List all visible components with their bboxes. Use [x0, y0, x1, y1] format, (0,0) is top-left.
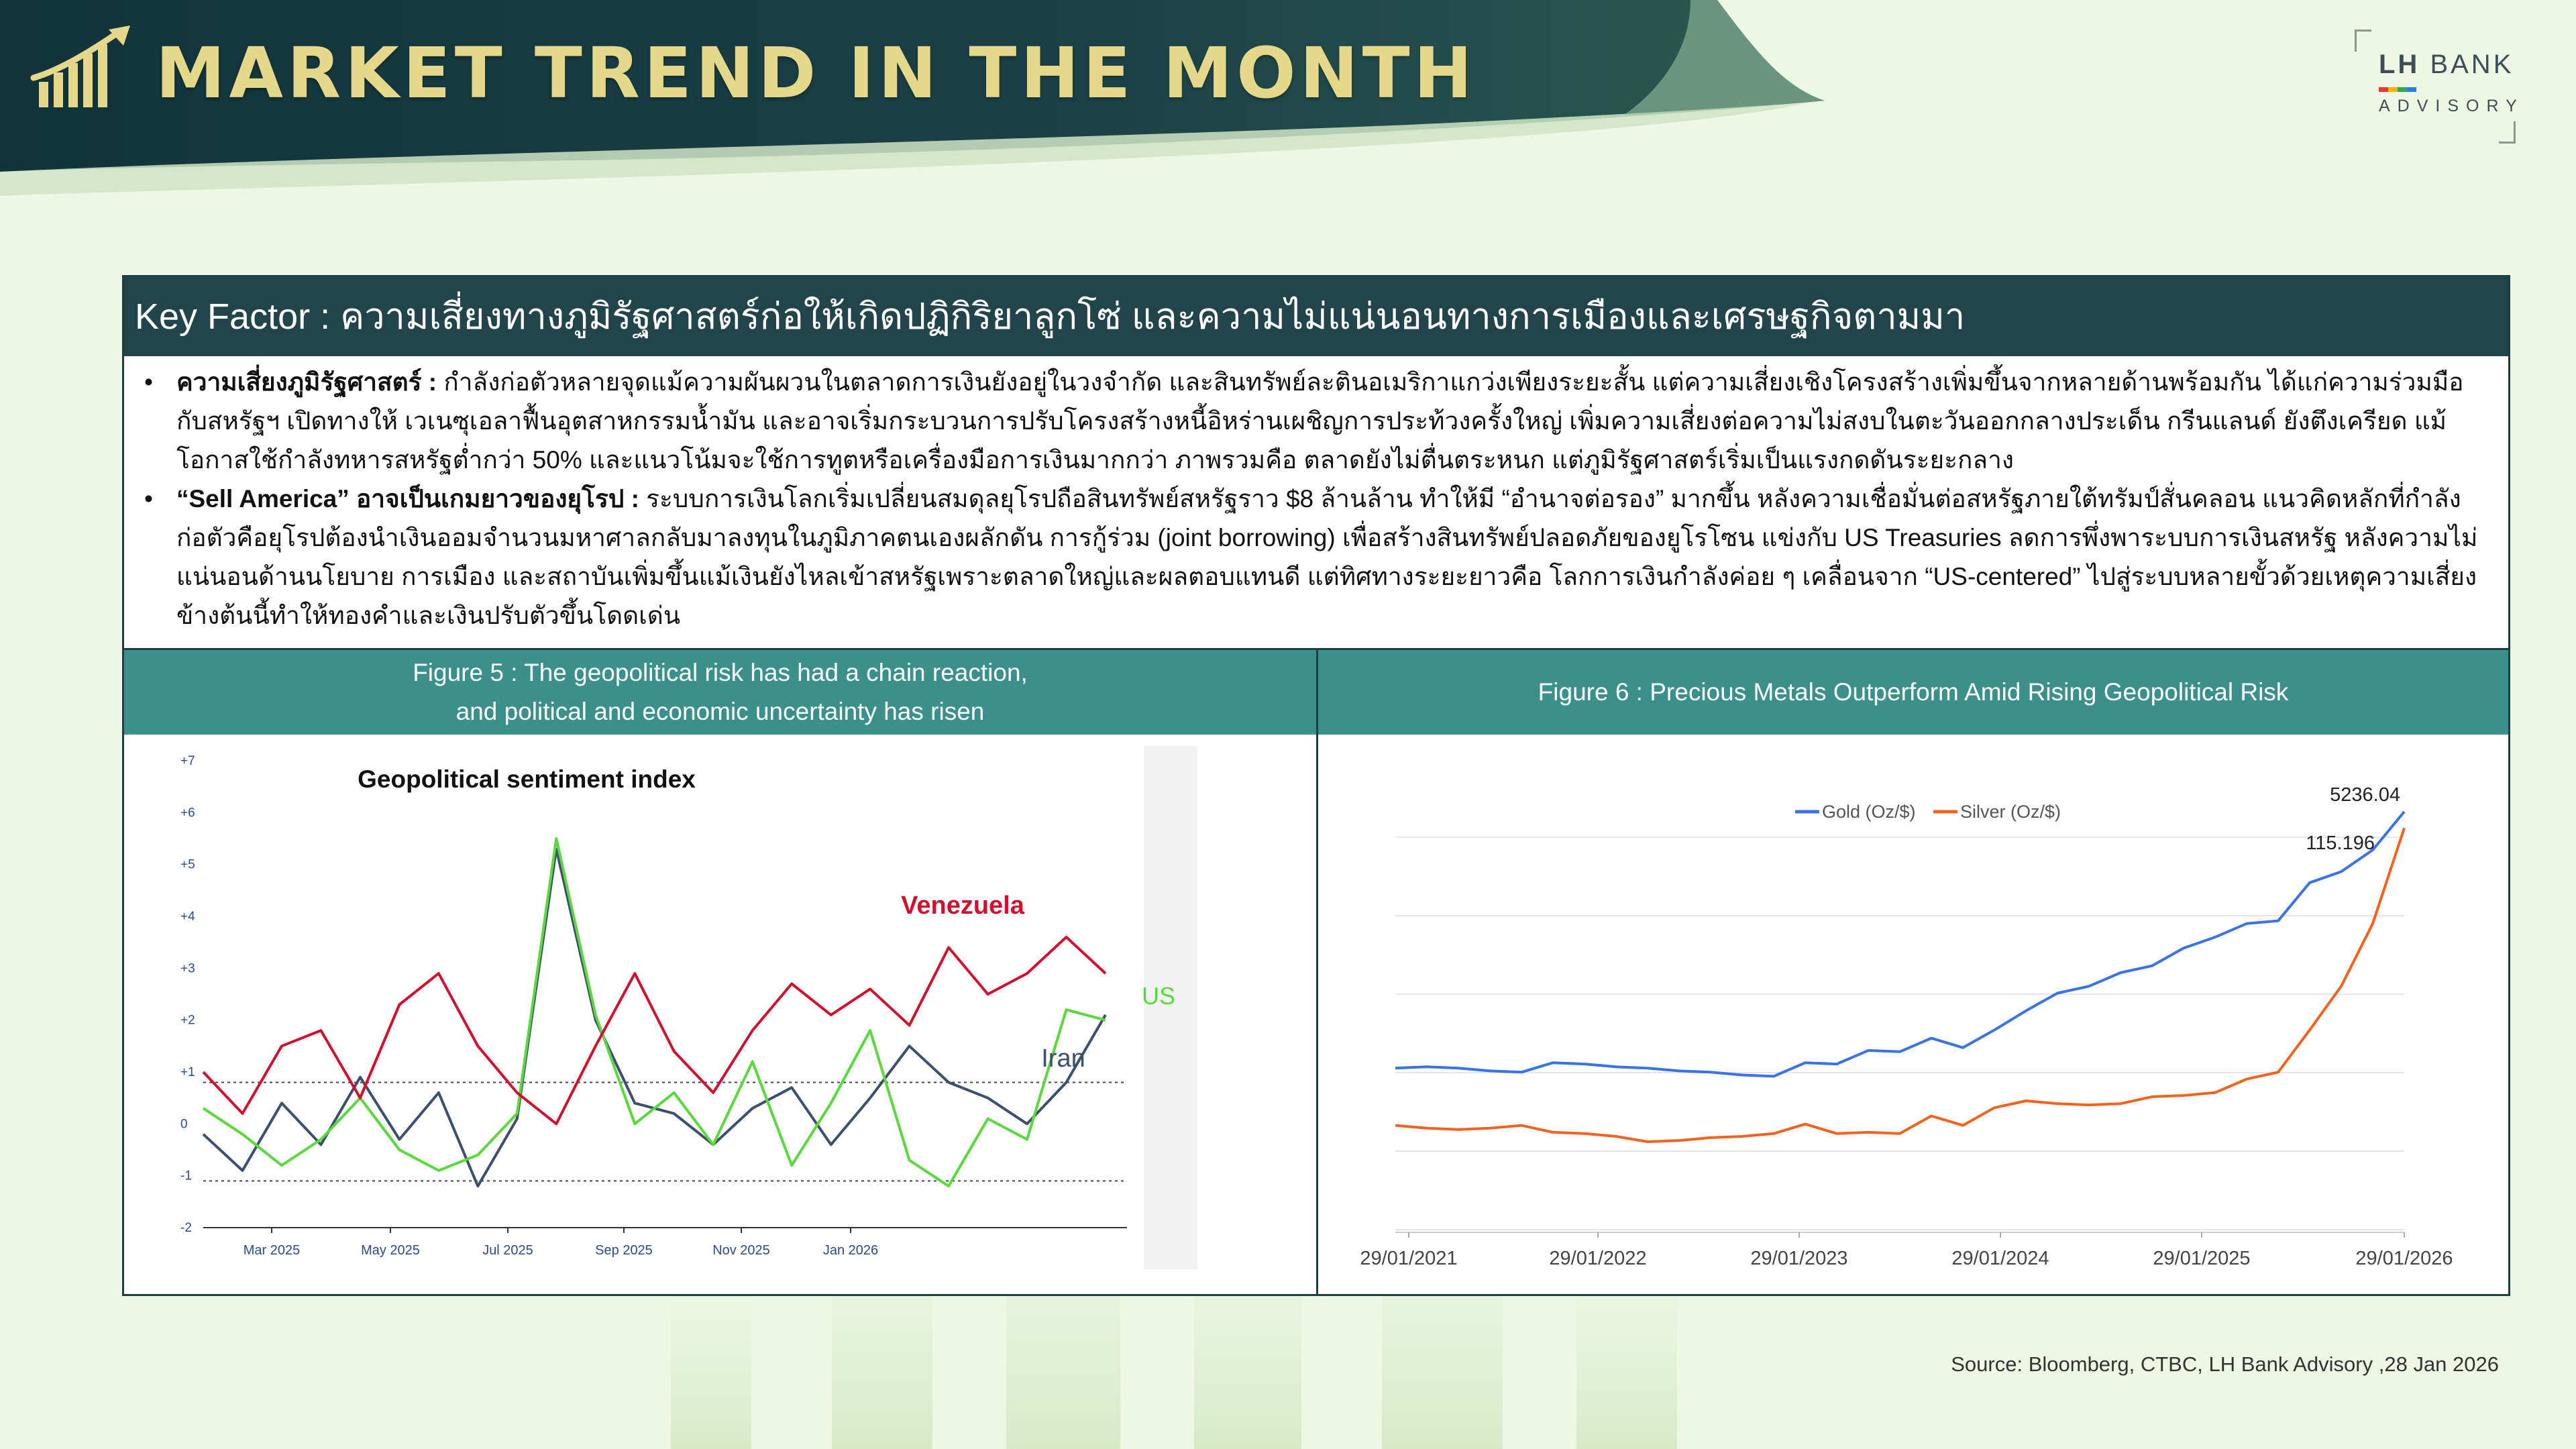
- chart6-x-tick: 29/01/2025: [2153, 1248, 2250, 1269]
- brand-name: LH BANK: [2379, 50, 2514, 80]
- chart5-x-tick: Nov 2025: [712, 1243, 770, 1258]
- brand-color-bar: [2379, 87, 2416, 92]
- bullet-heading: ความเสี่ยงภูมิรัฐศาสตร์ :: [176, 368, 437, 396]
- bullet-item: • “Sell America” อาจเป็นเกมยาวของยุโรป : …: [136, 480, 2491, 635]
- chart6-legend-label: Gold (Oz/$): [1822, 802, 1916, 822]
- chart5-y-tick: +1: [180, 1065, 195, 1079]
- chart6-x-tick: 29/01/2024: [1951, 1248, 2049, 1269]
- chart6-x-tick: 29/01/2023: [1750, 1248, 1847, 1269]
- figure5-header: Figure 5 : The geopolitical risk has had…: [124, 650, 1316, 735]
- chart5-y-tick: -1: [180, 1169, 192, 1183]
- chart5-series-label: US: [1142, 982, 1175, 1010]
- chart5-side-panel: [1144, 746, 1197, 1269]
- chart5-y-tick: +2: [180, 1014, 195, 1028]
- chart5-series-label: Iran: [1041, 1044, 1085, 1073]
- chart6-series-line-gold: [1395, 810, 2406, 1078]
- precious-metals-chart: Gold (Oz/$) Silver (Oz/$) 29/01/2021 29/01/…: [1360, 784, 2453, 1269]
- chart6-series-line-silver: [1395, 827, 2406, 1143]
- figure5-title-line2: and political and economic uncertainty h…: [455, 698, 985, 725]
- chart6-end-label-gold: 5236.04: [2330, 784, 2400, 806]
- logo-corner-bottom: [2499, 121, 2516, 144]
- chart5-series-line-venezuela: [202, 935, 1107, 1126]
- chart5-title: Geopolitical sentiment index: [358, 765, 696, 793]
- chart6-legend-label: Silver (Oz/$): [1960, 802, 2061, 822]
- bullet-text: ระบบการเงินโลกเริ่มเปลี่ยนสมดุลยุโรปถือส…: [176, 485, 2478, 629]
- chart5-x-tick: Jul 2025: [482, 1243, 533, 1258]
- figure-divider: [1316, 650, 1318, 1294]
- key-factor-bullets: • ความเสี่ยงภูมิรัฐศาสตร์ : กำลังก่อตัวหล…: [136, 363, 2491, 635]
- chart6-x-tick: 29/01/2026: [2355, 1248, 2453, 1269]
- chart5-x-tick: Sep 2025: [595, 1243, 653, 1258]
- trend-chart-icon: [30, 25, 130, 107]
- chart6-x-tick: 29/01/2022: [1549, 1248, 1646, 1269]
- section-divider: [124, 648, 2508, 650]
- brand-name-rest: BANK: [2420, 50, 2514, 79]
- chart6-x-tick: 29/01/2021: [1360, 1248, 1457, 1269]
- chart5-background: [178, 746, 1197, 1269]
- chart5-y-tick: -2: [180, 1221, 192, 1235]
- chart5-y-tick: 0: [180, 1117, 188, 1131]
- chart5-x-tick: Jan 2026: [823, 1243, 878, 1258]
- chart5-y-tick: +6: [180, 806, 195, 820]
- key-factor-title: Key Factor : ความเสี่ยงทางภูมิรัฐศาสตร์ก…: [124, 277, 2508, 356]
- chart5-y-tick: +3: [180, 961, 195, 975]
- logo-corner-top: [2355, 30, 2371, 52]
- chart5-x-tick: Mar 2025: [244, 1243, 301, 1258]
- bullet-dot: •: [144, 485, 153, 513]
- page-title: MARKET TREND IN THE MONTH: [156, 32, 1477, 114]
- figure6-title: Figure 6 : Precious Metals Outperform Am…: [1538, 678, 2289, 706]
- bullet-dot: •: [144, 368, 153, 396]
- chart5-series-line-us: [202, 837, 1106, 1188]
- figure5-title-line1: Figure 5 : The geopolitical risk has had…: [413, 659, 1028, 686]
- figure6-header: Figure 6 : Precious Metals Outperform Am…: [1318, 650, 2508, 735]
- chart6-end-label-silver: 115.196: [2306, 833, 2375, 854]
- chart5-y-tick: +5: [180, 858, 195, 872]
- chart5-y-tick: +4: [180, 910, 195, 924]
- source-note: Source: Bloomberg, CTBC, LH Bank Advisor…: [1951, 1352, 2499, 1376]
- bullet-heading: “Sell America” อาจเป็นเกมยาวของยุโรป :: [176, 485, 639, 513]
- geopolitical-sentiment-chart: Geopolitical sentiment index +7 +6 +5 +4 +3 +2…: [178, 746, 1197, 1269]
- brand-subtitle: ADVISORY: [2379, 97, 2524, 115]
- chart5-y-tick: +7: [180, 754, 195, 768]
- bullet-item: • ความเสี่ยงภูมิรัฐศาสตร์ : กำลังก่อตัวหล…: [136, 363, 2491, 480]
- chart5-x-tick: May 2025: [361, 1243, 420, 1258]
- bullet-text: กำลังก่อตัวหลายจุดแม้ความผันผวนในตลาดการ…: [176, 368, 2464, 474]
- brand-logo: LH BANK ADVISORY: [2355, 30, 2517, 144]
- brand-name-bold: LH: [2379, 50, 2420, 79]
- chart5-series-label: Venezuela: [901, 892, 1025, 920]
